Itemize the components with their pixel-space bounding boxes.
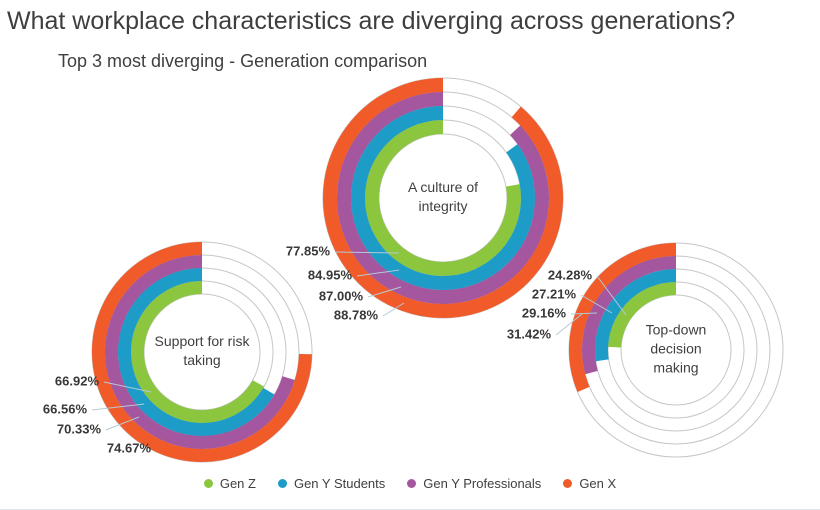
value-label-gen-y-professionals: 70.33% — [57, 421, 102, 436]
ring-track — [378, 133, 508, 263]
ring-arc-gen-x[interactable] — [569, 243, 677, 392]
donut-chart-risk-taking: 66.92% 66.56% 70.33% 74.67% Support for risk… — [43, 241, 313, 463]
ring-arc-gen-z[interactable] — [131, 281, 265, 423]
ring-track — [620, 294, 732, 406]
value-label-gen-y-students: 84.95% — [308, 267, 353, 282]
legend-item-gen-y-students[interactable]: Gen Y Students — [277, 476, 386, 491]
leader-line — [367, 286, 402, 298]
legend-item-gen-y-professionals[interactable]: Gen Y Professionals — [407, 476, 541, 491]
value-label-gen-x: 88.78% — [334, 307, 379, 322]
donut-center-title: taking — [183, 352, 220, 368]
ring-arc-gen-y-students[interactable] — [595, 269, 677, 362]
donut-center-title: Support for risk — [155, 333, 251, 349]
donut-center-title: integrity — [418, 198, 467, 214]
legend-dot — [563, 479, 573, 488]
chart-legend: Gen Z Gen Y Students Gen Y Professionals Ge… — [0, 476, 820, 491]
value-label-gen-z: 24.28% — [548, 267, 593, 282]
legend-label: Gen Y Students — [293, 476, 386, 491]
value-label-gen-y-students: 66.56% — [43, 401, 88, 416]
value-label-gen-y-students: 27.21% — [532, 286, 577, 301]
value-label-gen-x: 31.42% — [507, 326, 552, 341]
ring-arc-gen-x[interactable] — [92, 242, 312, 462]
value-label-gen-z: 66.92% — [55, 373, 100, 388]
leader-line — [580, 294, 613, 314]
value-label-gen-z: 77.85% — [286, 243, 331, 258]
leader-line — [570, 312, 598, 315]
donut-center-title: Top-down — [646, 322, 707, 338]
ring-arc-gen-x[interactable] — [323, 78, 563, 318]
ring-arc-gen-y-professionals[interactable] — [582, 256, 677, 375]
value-label-gen-y-professionals: 29.16% — [522, 305, 567, 320]
legend-label: Gen X — [579, 476, 617, 491]
chart-subtitle: Top 3 most diverging - Generation compar… — [58, 51, 428, 71]
leader-line — [382, 302, 405, 317]
page-title: What workplace characteristics are diver… — [7, 7, 736, 35]
leader-line — [356, 269, 400, 277]
ring-track — [143, 293, 261, 411]
donut-center-title: decision — [650, 341, 701, 357]
legend-item-gen-x[interactable]: Gen X — [563, 476, 616, 491]
legend-label: Gen Z — [219, 476, 256, 491]
leader-line — [555, 313, 583, 336]
donut-center-title: making — [653, 360, 698, 376]
legend-label: Gen Y Professionals — [423, 476, 542, 491]
value-label-gen-y-professionals: 87.00% — [319, 288, 364, 303]
ring-arc-gen-y-students[interactable] — [118, 268, 275, 436]
ring-arc-gen-y-students[interactable] — [351, 106, 535, 290]
leader-line — [105, 416, 140, 431]
legend-dot — [203, 479, 213, 488]
legend-item-gen-z[interactable]: Gen Z — [203, 476, 256, 491]
leader-line — [596, 275, 627, 316]
donut-chart-integrity: 77.85% 84.95% 87.00% 88.78% A culture of inte… — [286, 77, 564, 322]
ring-arc-gen-y-professionals[interactable] — [337, 92, 549, 304]
leader-line — [334, 251, 400, 254]
donut-center-title: A culture of — [408, 179, 478, 195]
leader-line — [103, 381, 152, 393]
value-label-gen-x: 74.67% — [107, 440, 152, 455]
leader-line — [91, 403, 145, 411]
legend-dot — [277, 479, 287, 488]
legend-dot — [407, 479, 417, 488]
ring-arc-gen-z[interactable] — [608, 282, 677, 348]
donut-chart-top-down: 24.28% 27.21% 29.16% 31.42% Top-down decision… — [507, 242, 784, 458]
